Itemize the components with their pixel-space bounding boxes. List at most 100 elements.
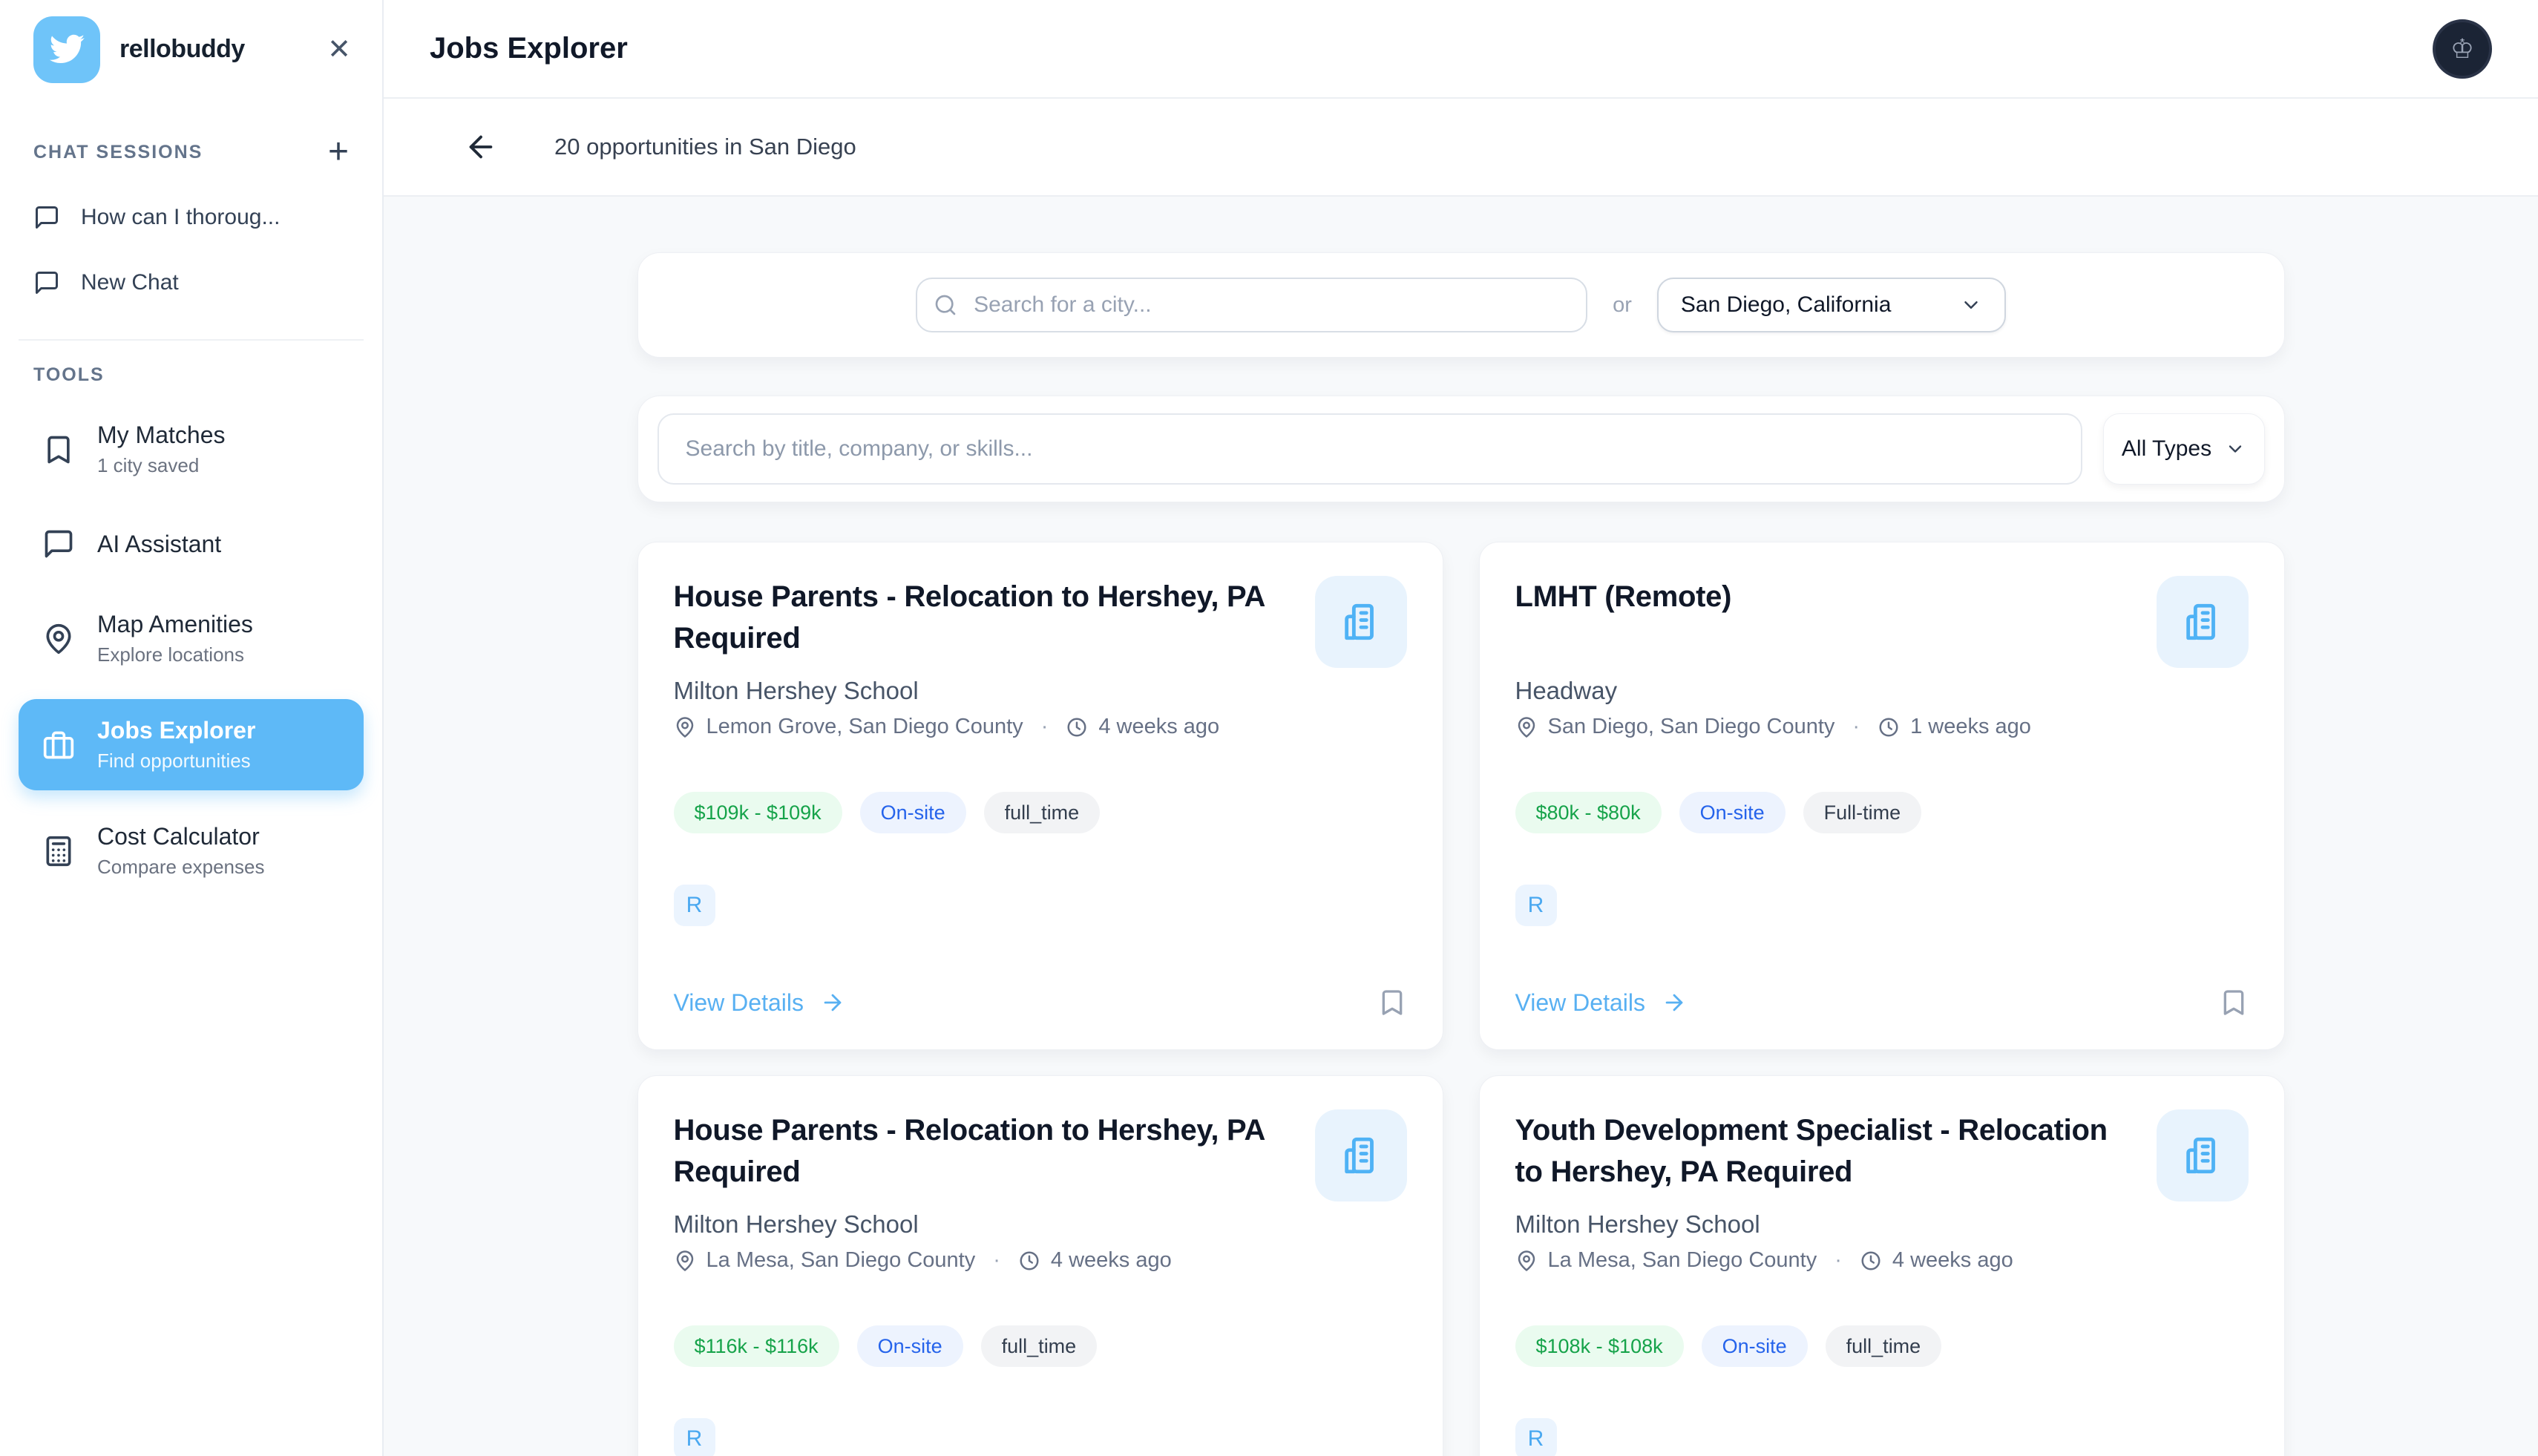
page-title: Jobs Explorer bbox=[430, 32, 628, 65]
jobs-grid: House Parents - Relocation to Hershey, P… bbox=[637, 542, 2285, 1456]
sidebar-item-title: Map Amenities bbox=[97, 611, 253, 637]
building-icon bbox=[2186, 603, 2215, 640]
results-summary: 20 opportunities in San Diego bbox=[554, 134, 856, 160]
arrow-left-icon bbox=[464, 130, 498, 164]
clock-icon bbox=[1066, 716, 1088, 738]
sidebar-item-map-amenities[interactable]: Map Amenities Explore locations bbox=[19, 593, 364, 684]
clock-icon bbox=[1018, 1250, 1040, 1272]
job-card: House Parents - Relocation to Hershey, P… bbox=[637, 542, 1443, 1050]
job-posted: 4 weeks ago bbox=[1892, 1248, 2013, 1272]
source-tag: R bbox=[673, 1418, 715, 1456]
chat-session-item[interactable]: How can I thoroug... bbox=[0, 185, 382, 250]
sidebar-item-ai-assistant[interactable]: AI Assistant bbox=[19, 510, 364, 578]
tools-header: TOOLS bbox=[0, 364, 382, 386]
job-card: Youth Development Specialist - Relocatio… bbox=[1478, 1075, 2285, 1456]
job-location: La Mesa, San Diego County bbox=[706, 1248, 976, 1272]
tools-label: TOOLS bbox=[33, 364, 105, 385]
sidebar-item-cost-calculator[interactable]: Cost Calculator Compare expenses bbox=[19, 805, 364, 896]
chevron-down-icon bbox=[2229, 445, 2242, 453]
location-pin-icon bbox=[674, 716, 696, 738]
job-company: Milton Hershey School bbox=[1515, 1210, 1760, 1238]
salary-badge: $80k - $80k bbox=[1515, 792, 1662, 833]
map-pin-icon bbox=[42, 623, 75, 655]
employment-type-badge: full_time bbox=[983, 792, 1101, 833]
job-search-input[interactable] bbox=[657, 413, 2082, 485]
job-company: Headway bbox=[1515, 677, 1618, 704]
crown-icon: ♔ bbox=[2450, 33, 2475, 64]
new-chat-add-button[interactable]: + bbox=[327, 132, 349, 171]
content: or San Diego, California All Types bbox=[384, 197, 2538, 1456]
job-location: San Diego, San Diego County bbox=[1547, 715, 1835, 738]
subheader: 20 opportunities in San Diego bbox=[384, 99, 2538, 197]
calculator-icon bbox=[42, 835, 75, 868]
chat-sessions-label: CHAT SESSIONS bbox=[33, 141, 203, 163]
employment-type-badge: Full-time bbox=[1803, 792, 1922, 833]
chat-bubble-icon bbox=[33, 204, 60, 231]
bookmark-icon bbox=[42, 433, 75, 466]
job-location: La Mesa, San Diego County bbox=[1547, 1248, 1817, 1272]
chat-session-item-new[interactable]: New Chat bbox=[0, 250, 382, 315]
job-posted: 4 weeks ago bbox=[1098, 715, 1220, 738]
sidebar-item-jobs-explorer[interactable]: Jobs Explorer Find opportunities bbox=[19, 699, 364, 790]
employment-type-badge: full_time bbox=[980, 1325, 1098, 1367]
job-posted: 4 weeks ago bbox=[1050, 1248, 1172, 1272]
salary-badge: $116k - $116k bbox=[673, 1325, 839, 1367]
source-tag: R bbox=[673, 885, 715, 926]
app-logo bbox=[33, 16, 100, 83]
workplace-badge: On-site bbox=[856, 1325, 963, 1367]
job-card: House Parents - Relocation to Hershey, P… bbox=[637, 1075, 1443, 1456]
topbar: Jobs Explorer ♔ bbox=[384, 0, 2538, 99]
view-details-button[interactable]: View Details bbox=[674, 989, 845, 1017]
location-pin-icon bbox=[1515, 1250, 1538, 1272]
back-button[interactable] bbox=[464, 130, 498, 164]
chat-bubble-icon bbox=[33, 269, 60, 296]
job-title: House Parents - Relocation to Hershey, P… bbox=[673, 1114, 1265, 1188]
or-label: or bbox=[1613, 292, 1632, 317]
city-search-input[interactable] bbox=[916, 278, 1588, 332]
salary-badge: $108k - $108k bbox=[1515, 1325, 1684, 1367]
job-posted: 1 weeks ago bbox=[1910, 715, 2031, 738]
workplace-badge: On-site bbox=[1679, 792, 1786, 833]
bookmark-job-button[interactable] bbox=[1377, 988, 1407, 1017]
chat-bubble-icon bbox=[42, 528, 75, 560]
job-company: Milton Hershey School bbox=[673, 1210, 919, 1238]
briefcase-icon bbox=[42, 729, 75, 761]
avatar[interactable]: ♔ bbox=[2433, 19, 2492, 79]
clock-icon bbox=[1878, 716, 1900, 738]
location-pin-icon bbox=[674, 1250, 696, 1272]
view-details-button[interactable]: View Details bbox=[1515, 989, 1687, 1017]
company-logo-placeholder bbox=[1314, 1109, 1407, 1201]
salary-badge: $109k - $109k bbox=[673, 792, 842, 833]
chat-session-list: How can I thoroug... New Chat bbox=[0, 185, 382, 315]
building-icon bbox=[2186, 1137, 2215, 1174]
sidebar-item-subtitle: 1 city saved bbox=[97, 454, 200, 476]
city-select-value: San Diego, California bbox=[1680, 292, 1892, 317]
sidebar: rellobuddy ✕ CHAT SESSIONS + How can I t… bbox=[0, 0, 384, 1456]
city-search-panel: or San Diego, California bbox=[637, 252, 2285, 358]
job-card: LMHT (Remote) Headway San bbox=[1478, 542, 2285, 1050]
search-icon bbox=[934, 293, 957, 317]
workplace-badge: On-site bbox=[1701, 1325, 1808, 1367]
sidebar-item-my-matches[interactable]: My Matches 1 city saved bbox=[19, 404, 364, 495]
bookmark-job-button[interactable] bbox=[2219, 988, 2249, 1017]
dot-separator: · bbox=[993, 1248, 1000, 1272]
chat-session-label: New Chat bbox=[81, 270, 179, 295]
sidebar-item-title: My Matches bbox=[97, 422, 226, 448]
bird-icon bbox=[47, 30, 86, 69]
sidebar-item-subtitle: Find opportunities bbox=[97, 750, 251, 772]
workplace-badge: On-site bbox=[859, 792, 966, 833]
main-area: Jobs Explorer ♔ 20 opportunities in San … bbox=[384, 0, 2538, 1456]
source-tag: R bbox=[1515, 885, 1557, 926]
building-icon bbox=[1344, 1137, 1374, 1174]
company-logo-placeholder bbox=[2156, 576, 2249, 668]
sidebar-divider bbox=[19, 339, 364, 341]
bookmark-icon bbox=[1382, 990, 1402, 1015]
sidebar-close-button[interactable]: ✕ bbox=[327, 33, 351, 65]
sidebar-item-subtitle: Explore locations bbox=[97, 643, 244, 666]
dot-separator: · bbox=[1040, 715, 1049, 738]
city-select[interactable]: San Diego, California bbox=[1656, 278, 2006, 332]
location-pin-icon bbox=[1515, 716, 1538, 738]
building-icon bbox=[1344, 603, 1374, 640]
job-filter-panel: All Types bbox=[637, 396, 2285, 502]
job-type-select[interactable]: All Types bbox=[2102, 413, 2265, 485]
